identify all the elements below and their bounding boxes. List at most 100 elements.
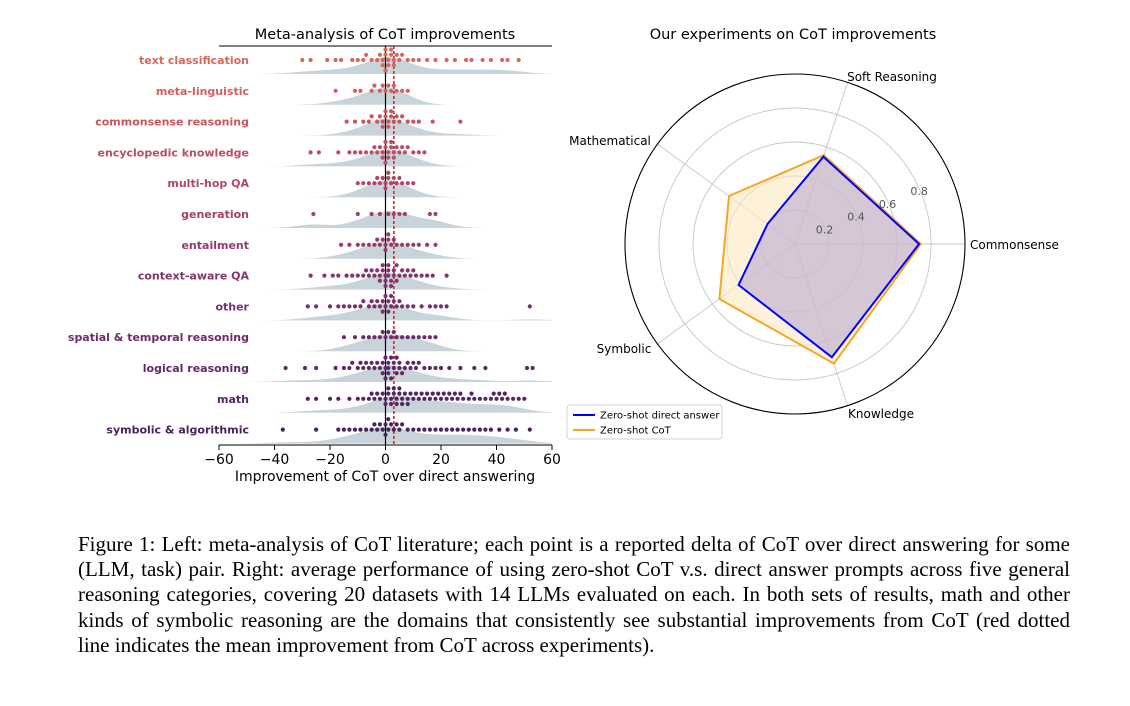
point-math (366, 396, 371, 401)
point-other (433, 304, 438, 309)
point-text-classification (380, 57, 385, 63)
point-spatial-temporal-reasoning (411, 335, 416, 340)
point-math (391, 391, 396, 396)
point-commonsense-reasoning (386, 119, 391, 124)
point-logical-reasoning (530, 365, 535, 371)
radar-outer-frame (624, 73, 966, 415)
point-math (510, 396, 516, 401)
point-other (372, 304, 377, 309)
point-logical-reasoning (386, 371, 391, 376)
point-math (389, 396, 394, 401)
point-context-aware-qa (425, 273, 430, 278)
meta-analysis-panel: Meta-analysis of CoT improvements text c… (68, 27, 561, 485)
point-math (413, 391, 419, 396)
point-meta-linguistic (377, 88, 382, 93)
point-context-aware-qa (430, 273, 435, 278)
category-label-entailment: entailment (181, 239, 249, 252)
point-encyclopedic-knowledge (308, 150, 313, 155)
point-generation (391, 211, 396, 217)
point-text-classification (377, 52, 382, 57)
point-entailment (433, 242, 438, 247)
radar-axis-label-soft-reasoning: Soft Reasoning (847, 70, 937, 84)
category-label-math: math (217, 393, 249, 406)
point-entailment (411, 242, 416, 247)
point-symbolic-algorithmic (352, 427, 358, 432)
point-entailment (355, 242, 360, 247)
point-multi-hop-qa (372, 181, 377, 186)
point-spatial-temporal-reasoning (400, 335, 405, 340)
point-math (483, 396, 488, 401)
point-spatial-temporal-reasoning (341, 335, 346, 340)
point-other (327, 304, 333, 309)
point-symbolic-algorithmic (372, 422, 377, 427)
point-encyclopedic-knowledge (386, 155, 391, 160)
point-entailment (394, 242, 399, 247)
point-commonsense-reasoning (383, 109, 388, 114)
point-multi-hop-qa (361, 181, 366, 186)
point-logical-reasoning (366, 365, 371, 371)
point-context-aware-qa (375, 268, 380, 273)
point-logical-reasoning (350, 360, 355, 365)
point-text-classification (391, 57, 396, 63)
point-logical-reasoning (483, 365, 488, 371)
point-generation (369, 211, 374, 217)
swarm-points (280, 47, 535, 437)
point-symbolic-algorithmic (341, 427, 346, 432)
point-entailment (339, 242, 344, 247)
point-context-aware-qa (405, 268, 410, 273)
point-entailment (377, 242, 382, 247)
point-commonsense-reasoning (397, 119, 402, 124)
point-text-classification (350, 57, 355, 63)
point-context-aware-qa (336, 273, 341, 278)
point-multi-hop-qa (391, 175, 396, 181)
point-symbolic-algorithmic (364, 427, 369, 432)
category-label-generation: generation (181, 208, 249, 221)
point-text-classification (433, 57, 438, 63)
legend-box (566, 404, 723, 440)
point-logical-reasoning (397, 360, 402, 365)
point-generation (311, 211, 316, 217)
point-symbolic-algorithmic (377, 422, 382, 427)
radar-legend: Zero-shot direct answer Zero-shot CoT (566, 404, 723, 440)
point-text-classification (389, 52, 394, 57)
point-context-aware-qa (402, 273, 407, 278)
point-commonsense-reasoning (352, 119, 358, 124)
point-symbolic-algorithmic (416, 427, 421, 432)
point-text-classification (480, 57, 485, 63)
point-other (527, 304, 532, 309)
point-encyclopedic-knowledge (347, 150, 352, 155)
point-context-aware-qa (380, 263, 385, 268)
point-spatial-temporal-reasoning (383, 335, 388, 340)
point-meta-linguistic (405, 88, 410, 93)
point-multi-hop-qa (386, 170, 391, 175)
meta-analysis-title: Meta-analysis of CoT improvements (255, 27, 515, 43)
point-text-classification (452, 57, 457, 63)
point-multi-hop-qa (405, 181, 410, 186)
point-context-aware-qa (380, 268, 385, 273)
point-encyclopedic-knowledge (316, 150, 321, 155)
point-text-classification (516, 57, 521, 63)
radar-title: Our experiments on CoT improvements (650, 27, 937, 43)
point-context-aware-qa (383, 283, 388, 289)
point-multi-hop-qa (400, 181, 405, 186)
point-math (405, 401, 410, 407)
point-entailment (425, 242, 430, 247)
point-encyclopedic-knowledge (394, 145, 399, 150)
point-math (397, 386, 402, 391)
point-other (375, 299, 380, 304)
point-math (452, 391, 457, 396)
point-spatial-temporal-reasoning (433, 335, 438, 340)
point-meta-linguistic (333, 88, 338, 93)
radar-series (718, 153, 923, 365)
point-logical-reasoning (369, 360, 374, 365)
point-math (444, 396, 449, 401)
point-logical-reasoning (402, 365, 407, 371)
point-math (355, 396, 360, 401)
point-math (397, 391, 402, 396)
point-math (383, 396, 388, 401)
point-other (411, 304, 416, 309)
point-math (394, 401, 399, 407)
point-logical-reasoning (347, 365, 352, 371)
point-commonsense-reasoning (375, 119, 380, 124)
point-symbolic-algorithmic (472, 427, 477, 432)
